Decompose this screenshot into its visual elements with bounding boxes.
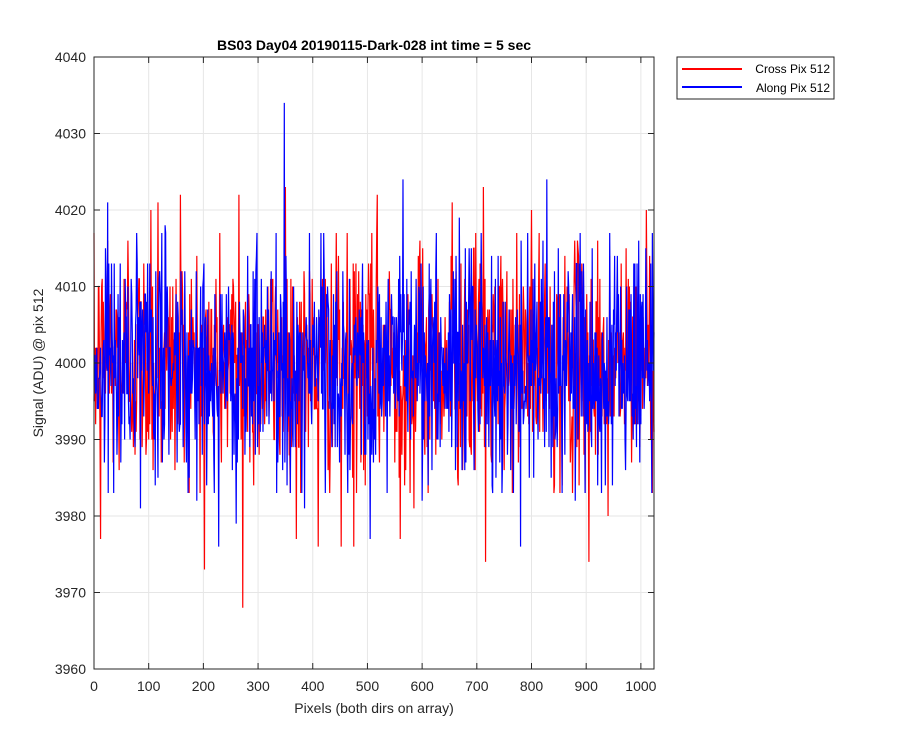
x-tick-label: 200 <box>192 678 216 694</box>
x-tick-label: 600 <box>410 678 434 694</box>
x-tick-label: 300 <box>246 678 270 694</box>
y-tick-label: 3990 <box>55 432 86 448</box>
tick-labels: 0 100 200 300 400 500 600 700 800 900 1000 3960 3970… <box>55 49 657 694</box>
x-tick-label: 800 <box>520 678 544 694</box>
x-tick-label: 700 <box>465 678 489 694</box>
legend: Cross Pix 512 Along Pix 512 <box>676 56 835 100</box>
legend-box <box>676 56 835 100</box>
y-tick-label: 3970 <box>55 585 86 601</box>
x-tick-label: 0 <box>90 678 98 694</box>
x-tick-label: 100 <box>137 678 161 694</box>
y-tick-label: 3980 <box>55 508 86 524</box>
x-tick-label: 500 <box>356 678 380 694</box>
x-axis-label: Pixels (both dirs on array) <box>294 700 454 716</box>
x-tick-label: 400 <box>301 678 325 694</box>
y-tick-label: 4020 <box>55 202 86 218</box>
legend-label-cross: Cross Pix 512 <box>755 62 830 76</box>
y-tick-label: 4000 <box>55 355 86 371</box>
x-tick-label: 900 <box>575 678 599 694</box>
legend-label-along: Along Pix 512 <box>756 81 830 95</box>
y-tick-label: 3960 <box>55 661 86 677</box>
y-tick-label: 4040 <box>55 49 86 65</box>
series-line-along <box>93 102 655 547</box>
y-tick-label: 4030 <box>55 126 86 142</box>
chart-title: BS03 Day04 20190115-Dark-028 int time = … <box>217 37 531 53</box>
x-tick-label: 1000 <box>625 678 656 694</box>
y-tick-label: 4010 <box>55 279 86 295</box>
series-layer <box>93 102 655 608</box>
axis-ticks <box>93 56 654 670</box>
y-axis-label: Signal (ADU) @ pix 512 <box>30 288 46 437</box>
